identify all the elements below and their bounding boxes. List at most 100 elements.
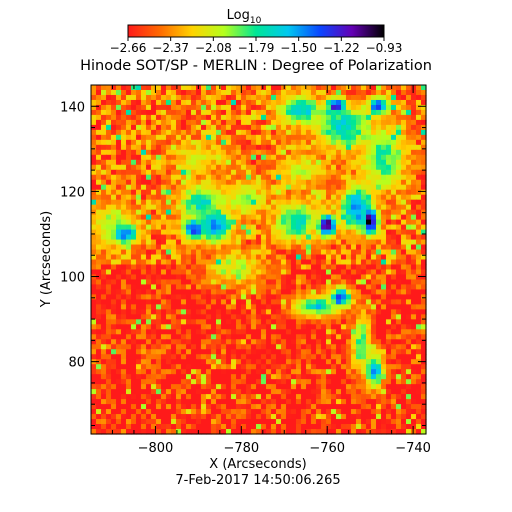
heatmap-cell xyxy=(251,349,257,355)
heatmap-cell xyxy=(331,104,337,111)
heatmap-cell xyxy=(236,229,242,236)
heatmap-cell xyxy=(231,254,237,261)
heatmap-cell xyxy=(391,304,397,310)
heatmap-cell xyxy=(171,259,177,266)
heatmap-cell xyxy=(311,259,317,266)
heatmap-cell xyxy=(331,89,337,96)
heatmap-cell xyxy=(411,304,417,310)
timestamp: 7-Feb-2017 14:50:06.265 xyxy=(175,473,340,488)
heatmap-cell xyxy=(236,294,242,300)
heatmap-cell xyxy=(321,314,327,320)
heatmap-cell xyxy=(106,364,112,370)
heatmap-cell xyxy=(311,399,317,405)
heatmap-cell xyxy=(91,269,97,276)
heatmap-cell xyxy=(366,139,372,146)
heatmap-cell xyxy=(346,344,352,350)
heatmap-cell xyxy=(276,114,282,121)
heatmap-cell xyxy=(406,174,412,181)
heatmap-cell xyxy=(286,329,292,335)
heatmap-cell xyxy=(141,279,147,286)
heatmap-cell xyxy=(281,149,287,156)
heatmap-cell xyxy=(176,354,182,360)
heatmap-cell xyxy=(386,394,392,400)
heatmap-cell xyxy=(376,379,382,385)
heatmap-cell xyxy=(126,184,132,191)
heatmap-cell xyxy=(341,384,347,390)
heatmap-cell xyxy=(191,229,197,236)
heatmap-cell xyxy=(146,394,152,400)
heatmap-cell xyxy=(306,104,312,111)
heatmap-cell xyxy=(126,294,132,300)
heatmap-cell xyxy=(131,129,137,136)
heatmap-cell xyxy=(251,109,257,116)
heatmap-cell xyxy=(191,379,197,385)
heatmap-cell xyxy=(421,284,427,291)
heatmap-cell xyxy=(176,134,182,141)
heatmap-cell xyxy=(206,294,212,300)
heatmap-cell xyxy=(411,204,417,211)
heatmap-cell xyxy=(421,244,427,251)
heatmap-cell xyxy=(331,414,337,420)
heatmap-cell xyxy=(226,224,232,231)
heatmap-cell xyxy=(411,259,417,266)
heatmap-cell xyxy=(201,334,207,340)
heatmap-cell xyxy=(411,109,417,116)
heatmap-cell xyxy=(136,369,142,375)
heatmap-cell xyxy=(216,249,222,256)
heatmap-cell xyxy=(406,429,412,435)
heatmap-cell xyxy=(241,149,247,156)
heatmap-cell xyxy=(371,344,377,350)
heatmap-cell xyxy=(236,284,242,291)
heatmap-cell xyxy=(386,329,392,335)
heatmap-cell xyxy=(276,309,282,315)
heatmap-cell xyxy=(186,314,192,320)
heatmap-cell xyxy=(91,264,97,271)
heatmap-cell xyxy=(231,359,237,365)
heatmap-cell xyxy=(116,354,122,360)
heatmap-cell xyxy=(301,279,307,286)
heatmap-cell xyxy=(391,299,397,305)
heatmap-cell xyxy=(206,164,212,171)
heatmap-cell xyxy=(416,239,422,246)
heatmap-cell xyxy=(201,219,207,226)
heatmap-cell xyxy=(401,399,407,405)
heatmap-cell xyxy=(96,164,102,171)
heatmap-cell xyxy=(91,399,97,405)
heatmap-cell xyxy=(401,389,407,395)
heatmap-cell xyxy=(361,89,367,96)
heatmap-cell xyxy=(196,284,202,291)
heatmap-cell xyxy=(101,89,107,96)
heatmap-cell xyxy=(151,299,157,305)
heatmap-cell xyxy=(246,194,252,201)
heatmap-cell xyxy=(301,104,307,111)
heatmap-cell xyxy=(331,399,337,405)
heatmap-cell xyxy=(191,249,197,256)
heatmap-cell xyxy=(271,374,277,380)
heatmap-cell xyxy=(136,104,142,111)
heatmap-cell xyxy=(271,199,277,206)
heatmap-cell xyxy=(381,85,387,91)
heatmap-cell xyxy=(156,379,162,385)
heatmap-cell xyxy=(336,394,342,400)
heatmap-cell xyxy=(211,149,217,156)
heatmap-cell xyxy=(266,349,272,355)
heatmap-cell xyxy=(376,354,382,360)
heatmap-cell xyxy=(386,269,392,276)
heatmap-cell xyxy=(346,349,352,355)
heatmap-cell xyxy=(196,294,202,300)
heatmap-cell xyxy=(91,85,97,91)
heatmap-cell xyxy=(261,429,267,435)
heatmap-cell xyxy=(236,289,242,295)
heatmap-cell xyxy=(301,354,307,360)
heatmap-cell xyxy=(241,424,247,430)
heatmap-cell xyxy=(401,129,407,136)
heatmap-cell xyxy=(186,199,192,206)
heatmap-cell xyxy=(361,409,367,415)
heatmap-cell xyxy=(311,324,317,330)
heatmap-cell xyxy=(201,144,207,151)
heatmap-cell xyxy=(356,179,362,186)
heatmap-cell xyxy=(346,89,352,96)
heatmap-cell xyxy=(351,124,357,131)
heatmap-cell xyxy=(101,174,107,181)
heatmap-cell xyxy=(301,234,307,241)
